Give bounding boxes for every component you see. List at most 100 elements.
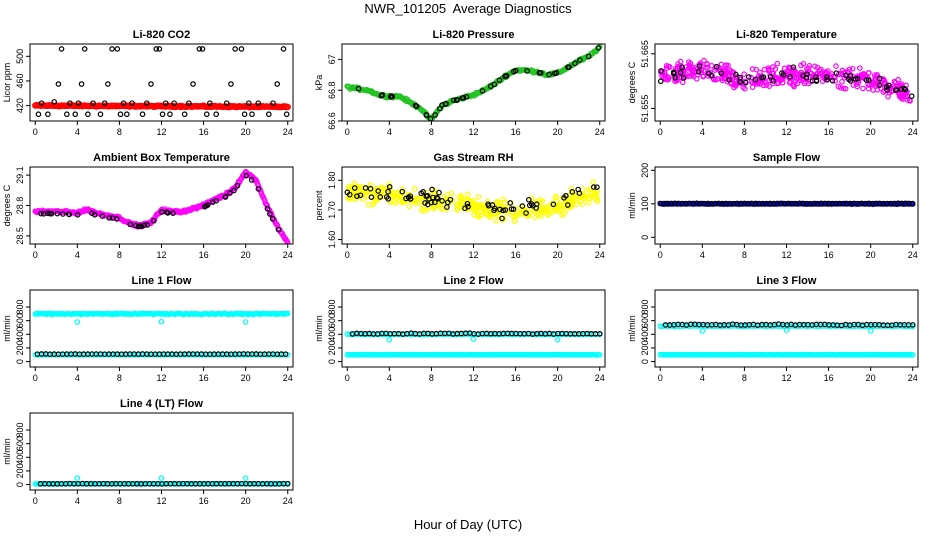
data-point-dark bbox=[723, 200, 729, 207]
data-point-dark bbox=[388, 93, 395, 99]
data-point bbox=[438, 205, 445, 212]
y-tick-label: 1.70 bbox=[327, 201, 337, 219]
panel-title: Ambient Box Temperature bbox=[93, 152, 230, 164]
data-point-dark bbox=[829, 200, 836, 207]
y-tick-label: 66.6 bbox=[327, 112, 337, 130]
data-point bbox=[394, 190, 400, 197]
x-tick-label: 16 bbox=[199, 250, 209, 260]
panel-title: Line 3 Flow bbox=[757, 275, 817, 287]
data-point bbox=[869, 80, 875, 87]
data-point bbox=[804, 66, 810, 72]
data-point-dark bbox=[847, 200, 854, 207]
plot-frame bbox=[29, 412, 294, 491]
data-point-dark bbox=[679, 64, 685, 71]
x-tick-label: 0 bbox=[345, 250, 350, 260]
outlier-point bbox=[699, 328, 706, 334]
x-tick-label: 12 bbox=[781, 373, 791, 383]
data-point-dark bbox=[190, 81, 196, 87]
data-point bbox=[871, 80, 878, 87]
y-axis-label: percent bbox=[314, 190, 324, 221]
data-point-dark bbox=[500, 207, 506, 214]
data-point bbox=[596, 352, 603, 358]
data-point-dark bbox=[701, 200, 707, 207]
data-point bbox=[577, 198, 584, 204]
data-point-dark bbox=[181, 111, 188, 118]
chart-panel: Gas Stream RH 0 4 8 12 16 20 24 1.60 1.70 1.80perc… bbox=[314, 152, 606, 260]
data-point-dark bbox=[159, 209, 165, 215]
y-tick-label: 600 bbox=[327, 313, 337, 328]
y-tick-label: 67 bbox=[327, 54, 337, 64]
data-point-dark bbox=[869, 200, 876, 207]
data-point-dark bbox=[164, 210, 171, 216]
x-tick-label: 20 bbox=[553, 373, 563, 383]
data-point-dark bbox=[403, 195, 409, 202]
data-point-dark bbox=[227, 190, 233, 196]
data-point-dark bbox=[207, 100, 213, 106]
data-point-dark bbox=[38, 210, 44, 217]
y-axis-label: ml/min bbox=[314, 315, 324, 342]
data-point-dark bbox=[120, 100, 127, 106]
data-point bbox=[475, 214, 482, 220]
data-point-dark bbox=[752, 200, 759, 207]
data-point bbox=[775, 76, 782, 83]
x-tick-label: 16 bbox=[824, 373, 834, 383]
data-point bbox=[464, 191, 471, 198]
data-point bbox=[772, 66, 779, 72]
x-tick-label: 0 bbox=[33, 373, 38, 383]
data-point-dark bbox=[453, 96, 460, 103]
data-point-dark bbox=[807, 200, 814, 207]
data-point-dark bbox=[282, 351, 289, 357]
data-point-dark bbox=[357, 192, 364, 199]
x-tick-label: 12 bbox=[781, 250, 791, 260]
data-point-dark bbox=[248, 177, 255, 183]
data-point-dark bbox=[491, 207, 497, 214]
data-point-dark bbox=[908, 93, 915, 99]
x-tick-label: 0 bbox=[33, 250, 38, 260]
data-point-dark bbox=[428, 199, 434, 206]
data-point-dark bbox=[114, 216, 120, 222]
x-tick-label: 4 bbox=[75, 373, 80, 383]
data-point-dark bbox=[770, 78, 776, 84]
y-tick-label: 600 bbox=[640, 313, 650, 328]
data-point bbox=[704, 61, 710, 67]
data-point bbox=[587, 193, 594, 200]
data-point bbox=[563, 207, 569, 213]
outlier-point bbox=[242, 475, 249, 481]
data-point bbox=[701, 57, 707, 64]
data-point bbox=[741, 71, 747, 77]
data-points bbox=[32, 168, 291, 244]
x-tick-label: 0 bbox=[345, 127, 350, 137]
outlier-point bbox=[867, 328, 874, 334]
data-point-dark bbox=[101, 100, 108, 106]
data-point-dark bbox=[759, 200, 766, 207]
y-tick-label: 420 bbox=[15, 98, 25, 113]
y-axis-label: ml/min bbox=[627, 192, 637, 219]
data-point-dark bbox=[876, 75, 883, 82]
data-point bbox=[842, 85, 849, 92]
plot-frame bbox=[341, 43, 606, 122]
data-point bbox=[431, 205, 437, 211]
data-point bbox=[559, 212, 566, 219]
data-point-dark bbox=[824, 76, 830, 83]
figure-title: NWR_101205 Average Diagnostics bbox=[364, 1, 572, 16]
data-point-dark bbox=[255, 186, 262, 192]
data-point-dark bbox=[117, 111, 124, 118]
data-point-dark bbox=[464, 200, 471, 207]
data-point-dark bbox=[228, 81, 234, 87]
data-point bbox=[897, 93, 903, 100]
panel-title: Line 4 (LT) Flow bbox=[120, 398, 203, 410]
data-point-dark bbox=[811, 200, 817, 207]
data-point-dark bbox=[670, 69, 677, 76]
outlier-point bbox=[470, 336, 477, 342]
data-point-dark bbox=[657, 78, 664, 85]
outlier-point bbox=[386, 336, 393, 343]
data-point-dark bbox=[385, 188, 391, 195]
x-tick-label: 20 bbox=[553, 250, 563, 260]
x-tick-label: 0 bbox=[33, 496, 38, 506]
x-tick-label: 12 bbox=[156, 373, 166, 383]
data-point-dark bbox=[796, 200, 803, 207]
data-point-dark bbox=[577, 57, 583, 63]
data-point bbox=[865, 69, 872, 76]
data-point-dark bbox=[564, 202, 571, 208]
